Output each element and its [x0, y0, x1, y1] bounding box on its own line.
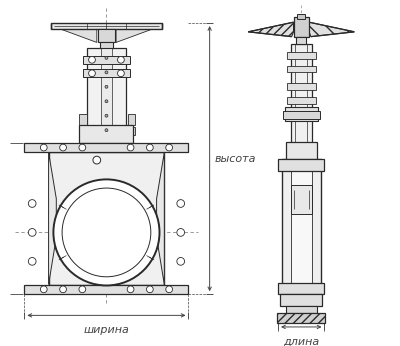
Circle shape [118, 70, 124, 77]
Bar [80, 125, 134, 143]
Text: ширина: ширина [84, 325, 129, 335]
Circle shape [40, 286, 47, 293]
Circle shape [177, 257, 184, 265]
Circle shape [60, 144, 66, 151]
Bar [83, 56, 130, 64]
Polygon shape [116, 29, 153, 43]
Circle shape [105, 85, 108, 88]
Circle shape [127, 144, 134, 151]
Circle shape [28, 257, 36, 265]
Bar [100, 43, 113, 48]
Bar [298, 15, 305, 19]
Bar [98, 29, 115, 43]
Bar [128, 114, 135, 125]
Bar [287, 98, 316, 104]
Circle shape [146, 286, 153, 293]
Circle shape [89, 56, 95, 63]
Text: высота: высота [214, 154, 256, 164]
Circle shape [105, 129, 108, 131]
Circle shape [127, 286, 134, 293]
Bar [277, 313, 325, 323]
Bar [80, 114, 87, 125]
Bar [24, 143, 188, 152]
Bar [80, 127, 87, 135]
Bar [291, 44, 312, 159]
Circle shape [177, 229, 184, 236]
Bar [286, 306, 317, 313]
Circle shape [54, 179, 160, 285]
Bar [291, 185, 312, 214]
Circle shape [79, 286, 86, 293]
Bar [286, 142, 317, 159]
Polygon shape [48, 152, 56, 284]
Circle shape [28, 229, 36, 236]
Bar [128, 127, 135, 135]
Bar [285, 107, 318, 120]
Bar [278, 159, 324, 171]
Circle shape [177, 200, 184, 207]
Bar [101, 48, 112, 143]
Bar [83, 70, 130, 77]
Circle shape [79, 144, 86, 151]
Bar [48, 152, 164, 284]
Bar [294, 17, 309, 37]
Bar [50, 23, 162, 29]
Bar [280, 294, 322, 306]
Bar [287, 66, 316, 72]
Circle shape [146, 144, 153, 151]
Text: длина: длина [283, 337, 319, 346]
Circle shape [105, 71, 108, 74]
Circle shape [166, 286, 172, 293]
Circle shape [60, 286, 66, 293]
Circle shape [28, 200, 36, 207]
Circle shape [89, 70, 95, 77]
Bar [282, 159, 320, 294]
Circle shape [166, 144, 172, 151]
Circle shape [93, 156, 101, 164]
Polygon shape [248, 22, 294, 37]
Bar [287, 52, 316, 59]
Bar [291, 159, 312, 294]
Circle shape [105, 56, 108, 59]
Bar [278, 283, 324, 294]
Bar [283, 111, 320, 119]
Polygon shape [309, 22, 354, 37]
Polygon shape [157, 152, 164, 284]
Bar [24, 284, 188, 294]
Polygon shape [60, 29, 97, 43]
Circle shape [105, 100, 108, 103]
Bar [296, 37, 306, 44]
Bar [287, 83, 316, 90]
Circle shape [40, 144, 47, 151]
Circle shape [118, 56, 124, 63]
Circle shape [105, 114, 108, 117]
Bar [87, 48, 126, 143]
